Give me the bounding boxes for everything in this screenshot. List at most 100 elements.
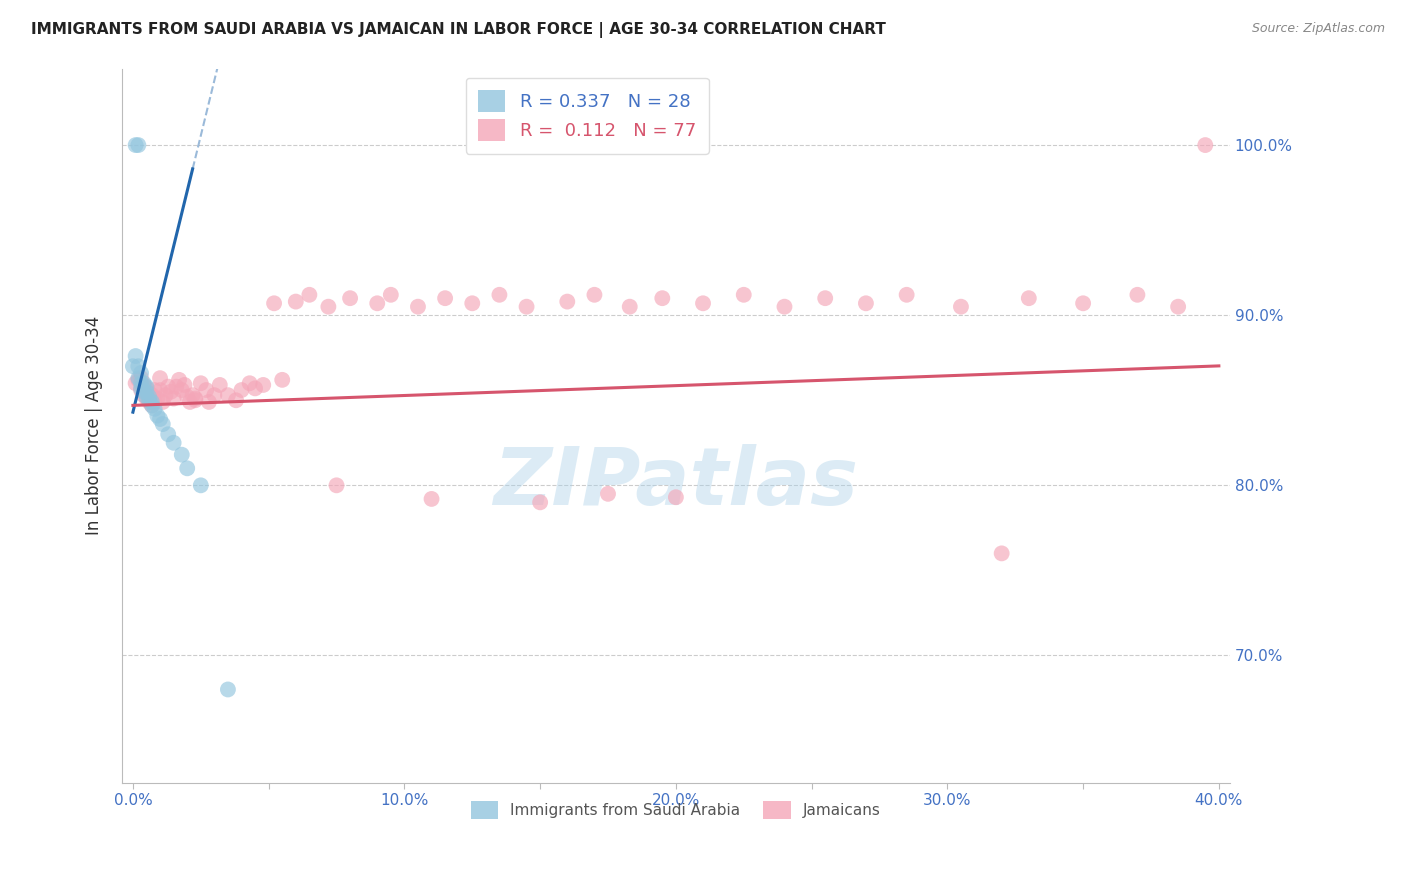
Point <box>141 388 163 402</box>
Point <box>195 383 218 397</box>
Point <box>855 296 877 310</box>
Point <box>1167 300 1189 314</box>
Point <box>665 490 688 504</box>
Point <box>1071 296 1094 310</box>
Point <box>225 393 247 408</box>
Point <box>170 448 193 462</box>
Point <box>461 296 484 310</box>
Point <box>162 392 184 406</box>
Point <box>141 395 163 409</box>
Point <box>896 287 918 301</box>
Point <box>155 388 177 402</box>
Point <box>318 300 340 314</box>
Point <box>143 383 166 397</box>
Point <box>406 300 429 314</box>
Point <box>773 300 796 314</box>
Point <box>167 373 190 387</box>
Point <box>217 388 239 402</box>
Point <box>132 378 155 392</box>
Point <box>170 383 193 397</box>
Point <box>339 291 361 305</box>
Point <box>135 390 157 404</box>
Point <box>138 390 160 404</box>
Point <box>420 491 443 506</box>
Point <box>380 287 402 301</box>
Point <box>135 384 157 399</box>
Point <box>179 395 201 409</box>
Point <box>239 376 262 391</box>
Point <box>162 435 184 450</box>
Point <box>132 376 155 391</box>
Point <box>146 392 169 406</box>
Point <box>127 373 149 387</box>
Point <box>949 300 972 314</box>
Point <box>132 388 155 402</box>
Point <box>124 376 146 391</box>
Point <box>127 138 149 153</box>
Point <box>129 383 152 397</box>
Point <box>135 381 157 395</box>
Point <box>157 427 180 442</box>
Point <box>488 287 510 301</box>
Point <box>132 384 155 399</box>
Point <box>596 487 619 501</box>
Point <box>284 294 307 309</box>
Point <box>143 395 166 409</box>
Point <box>184 393 207 408</box>
Point <box>263 296 285 310</box>
Point <box>160 384 183 399</box>
Point <box>138 386 160 401</box>
Point <box>146 409 169 423</box>
Point <box>208 378 231 392</box>
Point <box>129 366 152 380</box>
Point <box>198 395 221 409</box>
Point <box>127 359 149 374</box>
Point <box>176 461 198 475</box>
Point <box>157 379 180 393</box>
Point <box>619 300 641 314</box>
Point <box>814 291 837 305</box>
Point <box>529 495 551 509</box>
Point <box>271 373 294 387</box>
Point <box>141 398 163 412</box>
Point <box>181 388 204 402</box>
Point <box>366 296 388 310</box>
Point <box>184 392 207 406</box>
Point <box>516 300 538 314</box>
Point <box>138 393 160 408</box>
Point <box>149 383 172 397</box>
Point <box>298 287 321 301</box>
Point <box>152 395 174 409</box>
Point <box>138 395 160 409</box>
Point <box>129 376 152 391</box>
Point <box>149 412 172 426</box>
Point <box>733 287 755 301</box>
Point <box>176 390 198 404</box>
Point <box>990 546 1012 560</box>
Point <box>135 392 157 406</box>
Point <box>1126 287 1149 301</box>
Point <box>149 371 172 385</box>
Point <box>217 682 239 697</box>
Legend: Immigrants from Saudi Arabia, Jamaicans: Immigrants from Saudi Arabia, Jamaicans <box>464 795 887 825</box>
Point <box>127 371 149 385</box>
Point <box>692 296 714 310</box>
Point <box>129 371 152 385</box>
Point <box>165 379 187 393</box>
Point <box>252 378 274 392</box>
Point <box>243 381 266 395</box>
Point <box>143 401 166 416</box>
Point <box>141 398 163 412</box>
Point <box>325 478 347 492</box>
Point <box>231 383 253 397</box>
Point <box>1018 291 1040 305</box>
Point <box>190 478 212 492</box>
Y-axis label: In Labor Force | Age 30-34: In Labor Force | Age 30-34 <box>86 316 103 535</box>
Point <box>124 349 146 363</box>
Point <box>135 379 157 393</box>
Point <box>583 287 606 301</box>
Point <box>152 417 174 431</box>
Point <box>190 376 212 391</box>
Text: IMMIGRANTS FROM SAUDI ARABIA VS JAMAICAN IN LABOR FORCE | AGE 30-34 CORRELATION : IMMIGRANTS FROM SAUDI ARABIA VS JAMAICAN… <box>31 22 886 38</box>
Point <box>124 138 146 153</box>
